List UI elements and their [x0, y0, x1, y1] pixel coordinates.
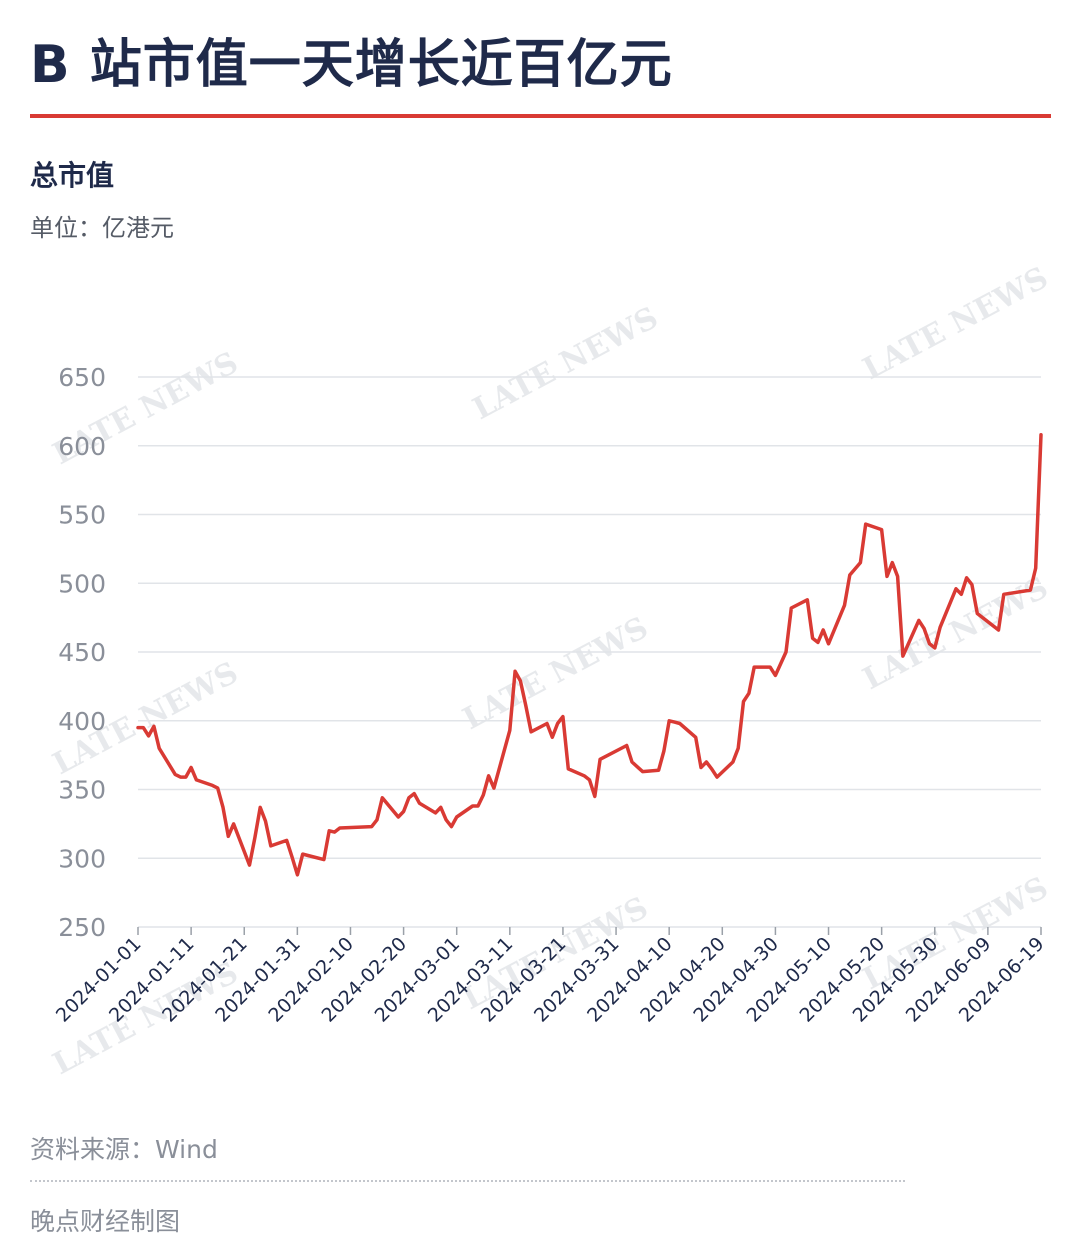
- chart-credit: 晚点财经制图: [30, 1202, 180, 1238]
- y-tick-label: 300: [58, 844, 106, 873]
- data-source: 资料来源：Wind: [30, 1130, 218, 1166]
- y-tick-label: 650: [58, 363, 106, 392]
- y-tick-label: 550: [58, 501, 106, 530]
- y-tick-label: 350: [58, 776, 106, 805]
- y-tick-label: 450: [58, 638, 106, 667]
- y-tick-label: 400: [58, 707, 106, 736]
- footer-divider: [30, 1180, 905, 1182]
- y-axis: 250 300 350 400 450 500 550 600 650: [58, 363, 106, 942]
- y-tick-label: 600: [58, 432, 106, 461]
- y-tick-label: 500: [58, 569, 106, 598]
- y-tick-label: 250: [58, 913, 106, 942]
- watermark-text: LATE NEWS: [457, 610, 654, 737]
- x-axis: 2024-01-012024-01-112024-01-212024-01-31…: [52, 927, 1049, 1027]
- watermark-text: LATE NEWS: [857, 260, 1054, 387]
- watermark-text: LATE NEWS: [467, 300, 664, 427]
